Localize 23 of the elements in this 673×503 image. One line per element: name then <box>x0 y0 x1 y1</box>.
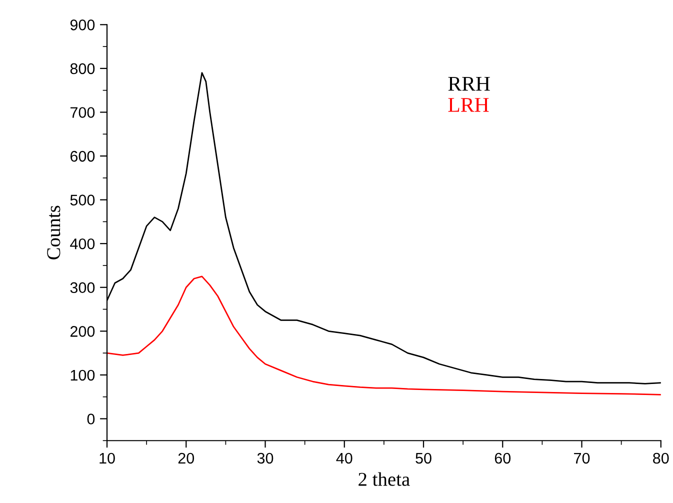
x-tick-label: 20 <box>178 452 194 464</box>
y-tick-label: 800 <box>70 63 95 74</box>
y-tick-label: 600 <box>70 150 95 162</box>
x-tick-label: 30 <box>257 452 274 464</box>
y-tick-label: 100 <box>70 370 95 381</box>
line-series <box>107 276 661 396</box>
y-axis-title: Counts <box>47 206 60 260</box>
x-tick-label: 40 <box>336 452 352 464</box>
x-tick-label: 70 <box>574 452 590 464</box>
x-tick-label: 10 <box>100 452 115 464</box>
text: RRH <box>448 76 490 91</box>
x-axis-title: 2 theta <box>358 472 410 486</box>
y-tick-label: 900 <box>70 20 95 30</box>
x-tick-label: 80 <box>653 452 669 464</box>
x-tick-label: 50 <box>416 452 432 464</box>
text: LRH <box>448 98 489 112</box>
y-tick-label: 500 <box>70 194 95 206</box>
y-tick-label: 0 <box>87 414 95 424</box>
y-tick-label: 700 <box>70 107 95 118</box>
y-tick-label: 200 <box>70 326 95 337</box>
y-tick-label: 400 <box>70 238 95 250</box>
x-tick-label: 60 <box>494 452 511 464</box>
y-tick-label: 300 <box>70 282 95 294</box>
